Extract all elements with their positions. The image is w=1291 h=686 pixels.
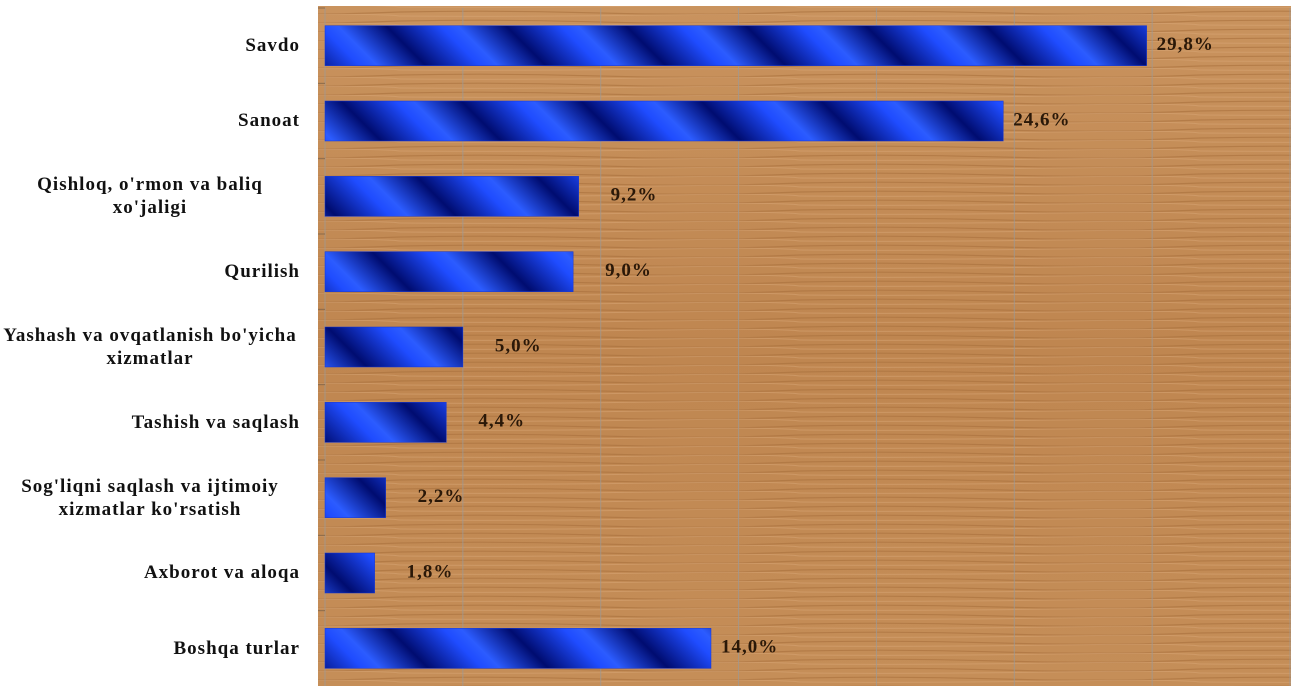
- value-label: 2,2%: [418, 486, 465, 507]
- category-label: Tashish va saqlash: [0, 385, 300, 460]
- bar: [325, 628, 711, 668]
- value-label: 29,8%: [1157, 34, 1214, 55]
- page: 29,8%24,6%9,2%9,0%5,0%4,4%2,2%1,8%14,0% …: [0, 0, 1291, 686]
- value-label: 4,4%: [478, 411, 525, 432]
- category-label: Savdo: [0, 8, 300, 83]
- bar: [325, 478, 386, 518]
- value-label: 1,8%: [407, 561, 454, 582]
- value-label: 24,6%: [1013, 109, 1070, 130]
- bar: [325, 252, 573, 292]
- bar: [325, 327, 463, 367]
- value-label: 14,0%: [721, 637, 778, 658]
- bar: [325, 26, 1147, 66]
- value-label: 9,0%: [605, 260, 652, 281]
- bar: [325, 176, 579, 216]
- bar: [325, 402, 446, 442]
- value-label: 9,2%: [611, 185, 658, 206]
- category-label: Qurilish: [0, 234, 300, 309]
- category-label: Qishloq, o'rmon va baliq xo'jaligi: [0, 159, 300, 234]
- category-label: Yashash va ovqatlanish bo'yicha xizmatla…: [0, 309, 300, 384]
- bar: [325, 101, 1003, 141]
- category-label: Sanoat: [0, 83, 300, 158]
- category-label: Boshqa turlar: [0, 611, 300, 686]
- category-label: Sog'liqni saqlash va ijtimoiy xizmatlar …: [0, 460, 300, 535]
- category-label: Axborot va aloqa: [0, 535, 300, 610]
- bar: [325, 553, 375, 593]
- value-label: 5,0%: [495, 335, 542, 356]
